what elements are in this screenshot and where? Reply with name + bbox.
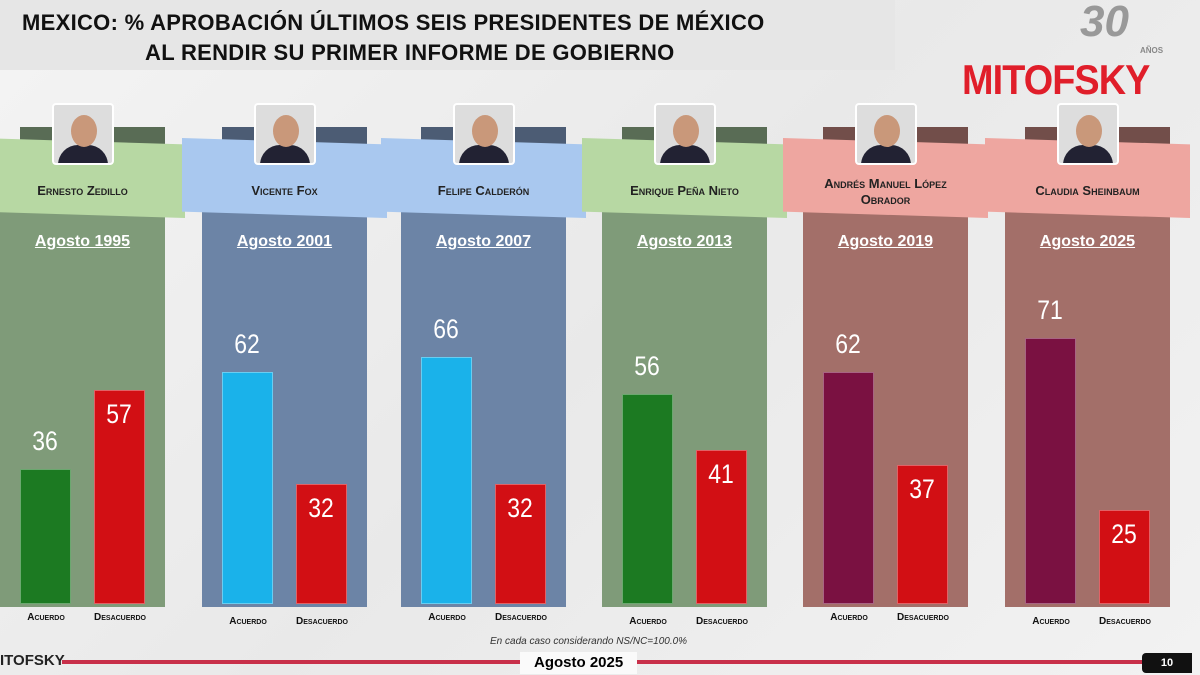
acuerdo-value: 71 [1037,294,1063,325]
footer-logo: ITOFSKY [0,652,65,669]
desacuerdo-value: 41 [708,459,734,490]
acuerdo-bar [20,469,71,604]
desacuerdo-label: Desacuerdo [94,612,146,623]
president-photo [52,103,114,165]
acuerdo-bar [421,356,472,604]
president-photo [855,103,917,165]
acuerdo-value: 36 [32,426,58,456]
desacuerdo-bar [696,450,747,604]
acuerdo-bar [823,371,874,604]
acuerdo-label: Acuerdo [229,616,267,627]
acuerdo-label: Acuerdo [428,612,466,623]
acuerdo-label: Acuerdo [27,612,65,623]
president-photo [654,103,716,165]
president-name: Ernesto Zedillo [37,183,128,198]
acuerdo-label: Acuerdo [629,616,667,627]
desacuerdo-label: Desacuerdo [696,616,748,627]
president-photo [1057,103,1119,165]
acuerdo-value: 62 [234,328,260,359]
acuerdo-bar [622,394,673,604]
desacuerdo-value: 37 [909,474,935,505]
footer-date: Agosto 2025 [520,652,638,674]
period-date: Agosto 2013 [636,233,733,250]
desacuerdo-label: Desacuerdo [897,612,949,623]
desacuerdo-label: Desacuerdo [495,612,547,623]
acuerdo-label: Acuerdo [1032,616,1070,627]
president-panel: Claudia Sheinbaum Agosto 2025 71 Acuerdo 25… [985,0,1190,675]
desacuerdo-label: Desacuerdo [1099,616,1151,627]
president-name: Enrique Peña Nieto [630,183,739,198]
desacuerdo-bar [495,484,546,604]
page-number: 10 [1142,653,1192,673]
title-line-1: MEXICO: % APROBACIÓN ÚLTIMOS SEIS PRESID… [22,10,765,35]
president-panel: Ernesto Zedillo Agosto 1995 36 Acuerdo 57 De… [0,0,185,675]
president-name: Claudia Sheinbaum [1035,183,1140,198]
president-panel: Enrique Peña Nieto Agosto 2013 56 Acuerdo 4… [582,0,787,675]
president-name: Vicente Fox [251,183,318,198]
anniversary-logo: 30 [1080,0,1129,46]
acuerdo-bar [222,371,273,604]
acuerdo-value: 62 [835,328,861,359]
president-panel: Vicente Fox Agosto 2001 62 Acuerdo 32 Desacu… [182,0,387,675]
desacuerdo-bar [296,484,347,604]
period-date: Agosto 2025 [1039,233,1136,250]
desacuerdo-bar [94,390,145,604]
desacuerdo-label: Desacuerdo [296,616,348,627]
acuerdo-value: 66 [433,313,459,344]
title-line-2: AL RENDIR SU PRIMER INFORME DE GOBIERNO [145,40,675,65]
period-date: Agosto 2007 [435,233,532,250]
acuerdo-value: 56 [634,351,660,381]
period-date: Agosto 1995 [34,233,131,250]
desacuerdo-value: 32 [308,493,334,523]
desacuerdo-value: 57 [106,399,132,430]
mitofsky-logo: MITOFSKY [962,56,1150,103]
period-date: Agosto 2001 [236,233,333,250]
desacuerdo-bar [897,465,948,604]
anniversary-sub: AÑOS [1140,46,1164,55]
desacuerdo-bar [1099,510,1150,604]
president-photo [453,103,515,165]
president-panel: Andrés Manuel López Obrador Agosto 2019 6… [783,0,988,675]
desacuerdo-value: 32 [507,493,533,523]
president-name: Andrés Manuel López Obrador [824,176,947,207]
period-date: Agosto 2019 [837,233,934,250]
acuerdo-label: Acuerdo [830,612,868,623]
president-panel: Felipe Calderón Agosto 2007 66 Acuerdo 32 De… [381,0,586,675]
president-photo [254,103,316,165]
footnote: En cada caso considerando NS/NC=100.0% [490,636,688,647]
president-name: Felipe Calderón [437,183,530,198]
desacuerdo-value: 25 [1111,519,1137,550]
title-box [0,0,895,70]
acuerdo-bar [1025,337,1076,604]
